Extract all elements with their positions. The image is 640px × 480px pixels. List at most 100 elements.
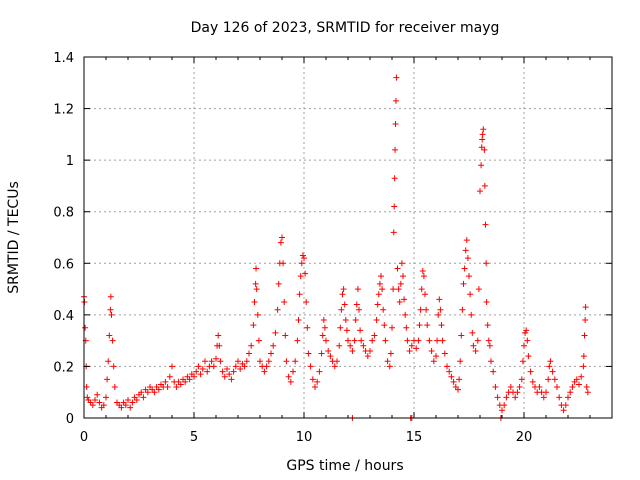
data-point <box>270 342 277 349</box>
data-point <box>352 317 359 324</box>
plot-frame <box>83 56 613 419</box>
data-point <box>456 376 463 383</box>
data-point <box>298 260 305 267</box>
y-tick-label: 1.2 <box>53 103 74 118</box>
data-point <box>428 347 435 354</box>
data-point <box>364 353 371 360</box>
data-point <box>567 389 574 396</box>
data-point <box>105 358 112 365</box>
x-tick-label: 5 <box>190 430 198 445</box>
data-point <box>562 402 569 409</box>
data-point <box>415 337 422 344</box>
data-point <box>219 368 226 375</box>
data-point <box>386 363 393 370</box>
data-point <box>580 353 587 360</box>
data-point <box>543 389 549 396</box>
data-point <box>438 322 445 329</box>
data-point <box>280 260 287 267</box>
data-point <box>391 203 398 210</box>
data-point <box>129 399 136 406</box>
data-point <box>151 389 158 396</box>
data-point <box>518 376 525 383</box>
x-axis-title: GPS time / hours <box>286 458 403 474</box>
data-point <box>565 394 571 401</box>
data-point <box>422 291 428 298</box>
data-point <box>155 386 162 393</box>
data-point <box>398 260 405 267</box>
data-point <box>122 402 129 409</box>
data-point <box>294 337 301 344</box>
x-tick-label: 0 <box>80 430 88 445</box>
data-point <box>281 298 288 305</box>
data-point <box>524 337 531 344</box>
data-point <box>482 221 489 228</box>
data-point <box>111 384 118 391</box>
data-point <box>301 255 307 262</box>
data-point <box>305 350 312 357</box>
data-point <box>459 306 466 313</box>
data-point <box>384 358 391 365</box>
data-point <box>402 311 409 318</box>
data-point <box>327 353 334 360</box>
data-point <box>467 291 474 298</box>
data-point <box>325 347 332 354</box>
data-point <box>253 286 260 293</box>
data-point <box>318 350 325 357</box>
data-point <box>349 347 356 354</box>
data-point <box>394 265 401 272</box>
data-point <box>444 363 450 370</box>
data-point <box>376 280 383 287</box>
data-point <box>235 358 241 365</box>
data-point <box>250 322 257 329</box>
data-point <box>241 363 248 370</box>
data-point <box>339 291 346 298</box>
data-point <box>226 371 233 378</box>
data-point <box>354 286 361 293</box>
data-point <box>340 286 347 293</box>
data-point <box>144 389 151 396</box>
data-point <box>582 317 589 324</box>
data-point <box>272 329 279 336</box>
data-point <box>446 368 453 375</box>
data-point <box>516 384 523 391</box>
data-point <box>375 291 382 298</box>
data-point <box>382 337 389 344</box>
data-point <box>237 366 244 373</box>
data-point <box>232 363 239 370</box>
data-point <box>224 366 230 373</box>
data-point <box>295 317 302 324</box>
data-point <box>519 358 526 365</box>
data-point <box>419 268 426 275</box>
data-point <box>404 337 411 344</box>
data-point <box>118 404 125 411</box>
data-point <box>277 239 284 246</box>
data-points <box>81 74 591 421</box>
data-point <box>140 394 147 401</box>
data-point <box>309 376 316 383</box>
data-point <box>215 332 222 339</box>
axis-ticks: 0 5 10 15 20 0 0.2 0.4 0.6 0.8 1 1.2 1.4 <box>53 51 612 445</box>
data-point <box>527 368 534 375</box>
data-point <box>353 301 360 308</box>
data-point <box>479 131 486 138</box>
data-point <box>297 273 304 280</box>
data-point <box>523 327 530 334</box>
data-point <box>216 342 223 349</box>
data-point <box>96 399 103 406</box>
data-point <box>437 306 444 313</box>
data-point <box>551 376 558 383</box>
data-point <box>536 384 543 391</box>
data-point <box>481 182 488 189</box>
data-point <box>477 188 483 195</box>
data-point <box>430 358 437 365</box>
data-point <box>397 280 404 287</box>
data-point <box>252 280 259 287</box>
data-point <box>434 337 441 344</box>
data-point <box>246 350 252 357</box>
data-point <box>210 363 217 370</box>
y-tick-label: 1 <box>66 154 74 169</box>
data-point <box>268 350 274 357</box>
data-point <box>483 260 490 267</box>
data-point <box>413 345 420 352</box>
